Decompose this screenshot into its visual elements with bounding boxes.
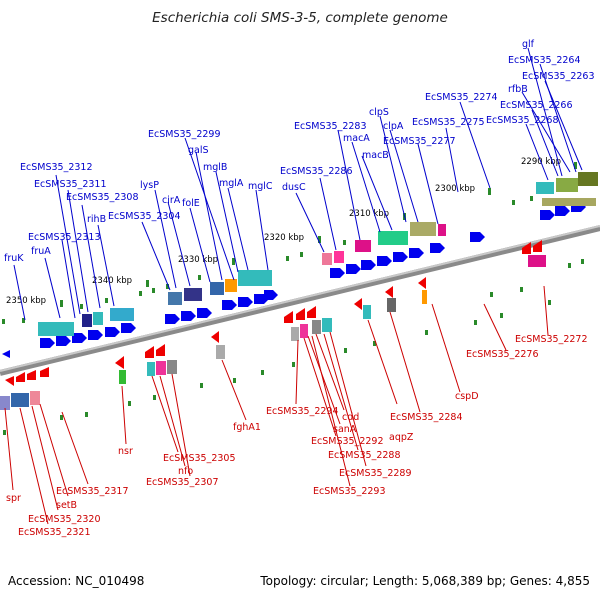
gene-label: fruA [31, 246, 51, 257]
scale-label: 2330 kbp [178, 255, 218, 265]
gene-label: EcSMS35_2304 [108, 211, 181, 222]
gene-label: EcSMS35_2272 [515, 334, 588, 345]
scale-label: 2310 kbp [349, 209, 389, 219]
gene-label: folE [182, 198, 200, 209]
scale-label: 2340 kbp [92, 276, 132, 286]
gene-label: nsr [118, 446, 133, 457]
gene-label: EcSMS35_2275 [412, 117, 485, 128]
gene-label: EcSMS35_2293 [313, 486, 386, 497]
genome-backbone [0, 225, 600, 376]
gene-label: spr [6, 493, 21, 504]
gene-label: EcSMS35_2294 [266, 406, 339, 417]
gene-label: cspD [455, 391, 479, 402]
scale-ticks [60, 162, 577, 307]
gene-label: EcSMS35_2317 [56, 486, 129, 497]
gene-label: setB [56, 500, 77, 511]
scale-label: 2320 kbp [264, 233, 304, 243]
top-gene-labels: fruK fruA EcSMS35_2313 rihB EcSMS35_2308… [4, 39, 595, 264]
cog-boxes-top [38, 172, 598, 336]
gene-label: mglA [219, 178, 244, 189]
gene-label: EcSMS35_2274 [425, 92, 498, 103]
gene-label: EcSMS35_2311 [34, 179, 107, 190]
bottom-leader-lines [4, 285, 549, 525]
gene-label: fruK [4, 253, 24, 264]
gene-label: EcSMS35_2283 [294, 121, 367, 132]
gene-label: EcSMS35_2288 [328, 450, 401, 461]
gene-label: dusC [282, 182, 306, 193]
gene-label: lysP [140, 180, 159, 191]
forward-gene-arrows [2, 202, 586, 358]
gene-label: EcSMS35_2321 [18, 527, 91, 538]
gene-label: macA [343, 133, 370, 144]
gene-label: galS [188, 145, 209, 156]
reverse-gene-arrows [5, 240, 542, 386]
gene-label: cdd [342, 412, 359, 423]
gene-label: rihB [87, 214, 106, 225]
gene-label: mglB [203, 162, 227, 173]
cog-boxes-bottom [0, 290, 427, 410]
gene-label: EcSMS35_2299 [148, 129, 221, 140]
gene-label: EcSMS35_2264 [508, 55, 581, 66]
gene-label: EcSMS35_2268 [486, 115, 559, 126]
gene-label: macB [362, 150, 389, 161]
gene-label: fghA1 [233, 422, 261, 433]
orf-dashes-bottom [3, 259, 584, 435]
gene-label: aqpZ [389, 432, 414, 443]
gene-label: nfo [178, 466, 193, 477]
gene-label: EcSMS35_2320 [28, 514, 101, 525]
gene-label: EcSMS35_2313 [28, 232, 101, 243]
topology-text: Topology: circular; Length: 5,068,389 bp… [260, 574, 590, 588]
bottom-gene-labels: spr EcSMS35_2321 EcSMS35_2320 setB EcSMS… [6, 334, 588, 538]
gene-label: EcSMS35_2277 [383, 136, 456, 147]
gene-label: clpS [369, 107, 389, 118]
gene-label: sanA [333, 424, 357, 435]
scale-label: 2300 kbp [435, 184, 475, 194]
scale-label: 2350 kbp [6, 296, 46, 306]
gene-label: EcSMS35_2289 [339, 468, 412, 479]
map-title: Escherichia coli SMS-3-5, complete genom… [152, 10, 448, 26]
accession-text: Accession: NC_010498 [8, 574, 145, 588]
gene-label: mglC [248, 181, 273, 192]
gene-label: EcSMS35_2284 [390, 412, 463, 423]
gene-label: EcSMS35_2292 [311, 436, 384, 447]
gene-label: cirA [162, 195, 181, 206]
top-leader-lines [13, 47, 583, 321]
gene-label: EcSMS35_2286 [280, 166, 353, 177]
gene-label: EcSMS35_2308 [66, 192, 139, 203]
gene-label: EcSMS35_2263 [522, 71, 595, 82]
gene-label: glf [522, 39, 535, 50]
gene-label: EcSMS35_2276 [466, 349, 539, 360]
gene-label: rfbB [508, 84, 528, 95]
gene-label: clpA [383, 121, 404, 132]
gene-label: EcSMS35_2266 [500, 100, 573, 111]
gene-label: EcSMS35_2312 [20, 162, 93, 173]
gene-label: EcSMS35_2307 [146, 477, 219, 488]
gene-label: EcSMS35_2305 [163, 453, 236, 464]
